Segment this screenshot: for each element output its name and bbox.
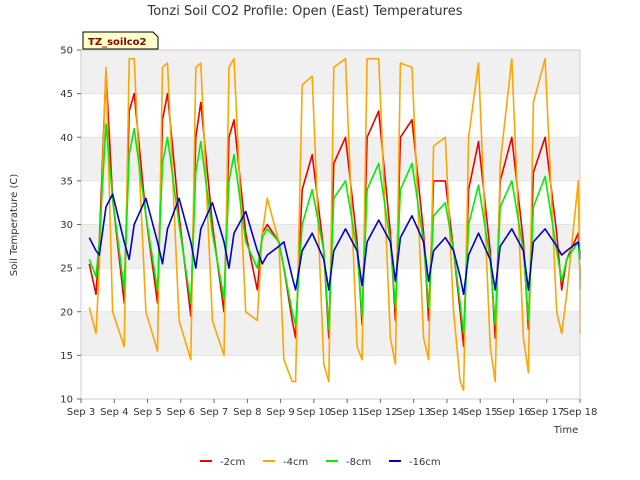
- series-layer: [88, 57, 581, 392]
- y-tick-label: 20: [60, 307, 73, 318]
- x-tick-label: Sep 8: [233, 407, 261, 418]
- series-line-16cmcm: [88, 193, 581, 296]
- x-tick-label: Sep 14: [430, 407, 465, 418]
- x-tick-label: Sep 3: [67, 407, 95, 418]
- y-tick-label: 15: [60, 351, 73, 362]
- series-line-2cmcm: [88, 71, 581, 348]
- legend-label: -4cm: [283, 457, 308, 468]
- plot-band: [81, 180, 580, 225]
- chart-title: Tonzi Soil CO2 Profile: Open (East) Temp…: [146, 4, 462, 19]
- plot-band: [81, 137, 580, 181]
- x-tick-label: Sep 5: [133, 407, 161, 418]
- series-line-4cmcm: [88, 57, 581, 392]
- x-tick-label: Sep 9: [266, 407, 294, 418]
- legend: -2cm -4cm -8cm -16cm: [200, 457, 441, 468]
- legend-label: -8cm: [346, 457, 371, 468]
- y-tick-label: 25: [60, 264, 73, 275]
- x-axis-label: Time: [553, 425, 578, 436]
- x-tick-label: Sep 13: [396, 407, 431, 418]
- y-tick-label: 45: [60, 89, 73, 100]
- x-tick-label: Sep 6: [167, 407, 195, 418]
- legend-label: -16cm: [409, 457, 441, 468]
- x-tick-label: Sep 4: [100, 407, 128, 418]
- y-axis-label: Soil Temperature (C): [9, 174, 20, 277]
- x-tick-label: Sep 18: [563, 407, 598, 418]
- x-tick-label: Sep 15: [463, 407, 498, 418]
- x-tick-label: Sep 16: [496, 407, 531, 418]
- y-tick-label: 10: [60, 395, 73, 406]
- site-tag: TZ_soilco2: [82, 31, 159, 50]
- y-tick-label: 40: [60, 133, 73, 144]
- series-line-8cmcm: [88, 123, 581, 335]
- plot-band: [81, 93, 580, 138]
- y-tick-label: 50: [60, 46, 73, 57]
- site-tag-box: [82, 31, 159, 50]
- y-tick-label: 35: [60, 176, 73, 187]
- site-tag-label: TZ_soilco2: [88, 37, 147, 48]
- x-tick-label: Sep 10: [296, 407, 331, 418]
- y-tick-label: 30: [60, 220, 73, 231]
- y-axis-ticks: 10 15 20 25 30 35 40 45 50: [60, 46, 81, 406]
- x-tick-label: Sep 11: [330, 407, 365, 418]
- legend-label: -2cm: [220, 457, 245, 468]
- x-tick-label: Sep 7: [200, 407, 228, 418]
- plot-band: [81, 50, 580, 94]
- x-tick-label: Sep 17: [529, 407, 564, 418]
- x-axis-ticks: Sep 3 Sep 4 Sep 5 Sep 6 Sep 7 Sep 8 Sep 9 Sep 1…: [67, 399, 598, 418]
- x-tick-label: Sep 12: [363, 407, 398, 418]
- plot-band: [81, 355, 580, 399]
